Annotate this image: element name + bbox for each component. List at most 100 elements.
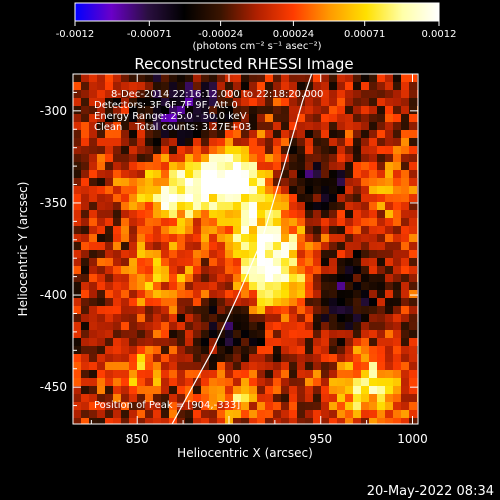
heatmap-cell xyxy=(281,90,289,98)
heatmap-cell xyxy=(233,354,241,362)
heatmap-cell xyxy=(345,186,353,194)
heatmap-cell xyxy=(185,114,193,122)
heatmap-cell xyxy=(121,154,129,162)
heatmap-cell xyxy=(209,146,217,154)
heatmap-cell xyxy=(353,322,361,330)
heatmap-cell xyxy=(385,234,393,242)
heatmap-cell xyxy=(89,98,97,106)
heatmap-cell xyxy=(345,274,353,282)
heatmap-cell xyxy=(81,386,89,394)
heatmap-cell xyxy=(121,410,129,418)
heatmap-cell xyxy=(105,266,113,274)
heatmap-cell xyxy=(169,186,177,194)
heatmap-cell xyxy=(145,154,153,162)
heatmap-cell xyxy=(369,386,377,394)
heatmap-cell xyxy=(177,370,185,378)
heatmap-cell xyxy=(297,378,305,386)
heatmap-cell xyxy=(89,162,97,170)
heatmap-cell xyxy=(233,394,241,402)
heatmap-cell xyxy=(353,202,361,210)
heatmap-cell xyxy=(321,282,329,290)
heatmap-cell xyxy=(169,266,177,274)
heatmap-cell xyxy=(409,226,417,234)
heatmap-cell xyxy=(97,218,105,226)
heatmap-cell xyxy=(201,394,209,402)
heatmap-cell xyxy=(393,218,401,226)
heatmap-cell xyxy=(265,146,273,154)
heatmap-cell xyxy=(393,282,401,290)
heatmap-cell xyxy=(209,90,217,98)
heatmap-cell xyxy=(345,106,353,114)
heatmap-cell xyxy=(97,74,105,82)
heatmap-cell xyxy=(329,146,337,154)
heatmap-cell xyxy=(169,370,177,378)
heatmap-cell xyxy=(185,194,193,202)
heatmap-cell xyxy=(289,314,297,322)
heatmap-cell xyxy=(81,362,89,370)
heatmap-cell xyxy=(361,378,369,386)
heatmap-cell xyxy=(401,298,409,306)
heatmap-cell xyxy=(137,194,145,202)
heatmap-cell xyxy=(185,106,193,114)
heatmap-cell xyxy=(289,82,297,90)
heatmap-cell xyxy=(241,330,249,338)
heatmap-cell xyxy=(161,378,169,386)
heatmap-cell xyxy=(297,250,305,258)
heatmap-cell xyxy=(161,226,169,234)
heatmap-cell xyxy=(353,170,361,178)
heatmap-cell xyxy=(129,242,137,250)
heatmap-cell xyxy=(401,306,409,314)
heatmap-cell xyxy=(233,362,241,370)
heatmap-cell xyxy=(313,138,321,146)
heatmap-cell xyxy=(241,154,249,162)
heatmap-cell xyxy=(89,74,97,82)
heatmap-cell xyxy=(393,290,401,298)
heatmap-cell xyxy=(257,418,265,424)
heatmap-cell xyxy=(193,154,201,162)
heatmap-cell xyxy=(409,170,417,178)
heatmap-cell xyxy=(281,234,289,242)
heatmap-cell xyxy=(81,130,89,138)
heatmap-cell xyxy=(105,154,113,162)
heatmap-cell xyxy=(281,354,289,362)
heatmap-cell xyxy=(401,226,409,234)
heatmap-cell xyxy=(257,306,265,314)
heatmap-cell xyxy=(225,82,233,90)
heatmap-cell xyxy=(161,402,169,410)
heatmap-cell xyxy=(121,418,129,424)
heatmap-cell xyxy=(73,74,81,82)
heatmap-cell xyxy=(273,146,281,154)
heatmap-cell xyxy=(369,258,377,266)
heatmap-cell xyxy=(345,146,353,154)
heatmap-cell xyxy=(353,122,361,130)
heatmap-cell xyxy=(169,314,177,322)
heatmap-cell xyxy=(265,130,273,138)
heatmap-cell xyxy=(145,162,153,170)
heatmap-cell xyxy=(409,378,417,386)
heatmap-cell xyxy=(97,394,105,402)
heatmap-cell xyxy=(345,306,353,314)
heatmap-cell xyxy=(145,82,153,90)
heatmap-cell xyxy=(273,370,281,378)
heatmap-cell xyxy=(401,362,409,370)
heatmap-cell xyxy=(377,122,385,130)
heatmap-cell xyxy=(369,98,377,106)
heatmap-cell xyxy=(257,298,265,306)
heatmap-cell xyxy=(281,274,289,282)
heatmap-cell xyxy=(281,250,289,258)
heatmap-cell xyxy=(225,146,233,154)
heatmap-cell xyxy=(177,226,185,234)
heatmap-cell xyxy=(257,74,265,82)
heatmap-cell xyxy=(193,330,201,338)
heatmap-cell xyxy=(113,74,121,82)
heatmap-cell xyxy=(153,402,161,410)
heatmap-cell xyxy=(249,178,257,186)
heatmap-cell xyxy=(201,290,209,298)
heatmap-cell xyxy=(193,114,201,122)
heatmap-cell xyxy=(385,178,393,186)
heatmap-cell xyxy=(105,74,113,82)
heatmap-cell xyxy=(153,370,161,378)
heatmap-cell xyxy=(361,106,369,114)
heatmap-cell xyxy=(297,234,305,242)
heatmap-cell xyxy=(289,322,297,330)
